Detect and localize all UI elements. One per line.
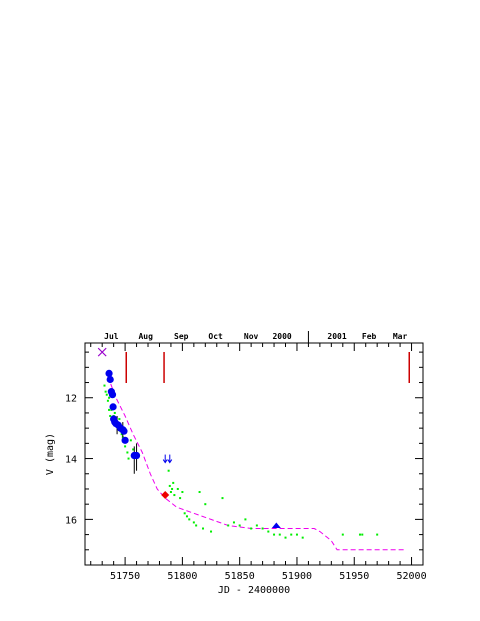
small-data-point <box>273 533 276 536</box>
small-data-point <box>221 497 224 500</box>
small-data-point <box>198 491 201 494</box>
small-data-point <box>358 533 361 536</box>
small-data-point <box>104 390 107 393</box>
x-axis-title: JD - 2400000 <box>218 585 290 596</box>
month-labels: Jul Aug Sep Oct Nov 2000 2001 Feb Mar <box>104 331 407 343</box>
small-data-point <box>195 524 198 527</box>
large-data-point <box>121 436 129 444</box>
small-data-point <box>183 512 186 515</box>
month-label: Aug <box>138 332 153 341</box>
small-data-point <box>176 487 179 490</box>
month-label: Mar <box>393 332 408 341</box>
small-data-point <box>227 524 230 527</box>
small-data-point <box>202 527 205 530</box>
upper-limit-arrow-head <box>167 459 173 464</box>
axis-ticks: 51750 51800 51850 51900 51950 52000 12 14 16 <box>65 343 427 582</box>
small-data-point <box>106 399 109 402</box>
small-data-point <box>261 527 264 530</box>
small-data-point <box>250 527 253 530</box>
cross-marker <box>97 347 107 357</box>
y-tick-label: 16 <box>65 515 77 526</box>
small-data-point <box>126 451 129 454</box>
large-data-point <box>106 375 114 384</box>
small-data-point <box>105 393 108 396</box>
small-data-point <box>376 533 379 536</box>
model-curve <box>107 376 406 551</box>
small-data-point <box>361 533 364 536</box>
small-data-point <box>295 533 298 536</box>
x-tick-label: 51850 <box>225 571 255 582</box>
small-data-point <box>109 414 112 417</box>
month-label: Feb <box>362 332 377 341</box>
y-tick-label: 12 <box>65 394 77 405</box>
y-tick-label: 14 <box>65 455 77 466</box>
small-data-point <box>103 384 106 387</box>
month-label: Oct <box>208 332 223 341</box>
large-data-point <box>132 451 141 460</box>
small-data-point <box>108 396 111 399</box>
chart-marks <box>97 347 411 551</box>
small-data-point <box>129 439 132 442</box>
small-data-point <box>113 411 116 414</box>
month-label: Nov <box>244 332 259 341</box>
small-data-point <box>127 457 130 460</box>
small-data-point <box>171 487 174 490</box>
small-data-point <box>192 521 195 524</box>
small-data-point <box>267 530 270 533</box>
x-tick-label: 51750 <box>110 571 140 582</box>
large-data-point <box>109 403 117 411</box>
large-data-point <box>120 427 128 435</box>
small-data-point <box>301 536 304 539</box>
month-label: Jul <box>104 332 119 341</box>
small-data-point <box>244 518 247 521</box>
diamond-marker <box>161 491 170 500</box>
small-data-point <box>173 494 176 497</box>
month-label: Sep <box>174 332 189 341</box>
small-data-point <box>238 524 241 527</box>
small-data-point <box>172 481 175 484</box>
large-data-point <box>105 369 113 378</box>
small-data-point <box>168 484 171 487</box>
x-tick-label: 52000 <box>396 571 426 582</box>
small-data-point <box>118 418 121 421</box>
month-label: 2000 <box>272 332 291 341</box>
plot-frame <box>84 342 424 566</box>
month-label: 2001 <box>327 332 346 341</box>
small-data-point <box>210 530 213 533</box>
small-data-point <box>232 521 235 524</box>
x-tick-label: 51900 <box>282 571 312 582</box>
small-data-point <box>132 448 135 451</box>
large-data-point <box>108 391 117 399</box>
small-data-point <box>188 518 191 521</box>
small-data-point <box>278 533 281 536</box>
x-tick-label: 51950 <box>339 571 369 582</box>
small-data-point <box>167 469 170 472</box>
small-data-point <box>204 503 207 506</box>
small-data-point <box>181 491 184 494</box>
small-data-point <box>108 408 111 411</box>
y-axis-title: V (mag) <box>45 433 56 475</box>
small-data-point <box>341 533 344 536</box>
small-data-point <box>179 497 182 500</box>
small-data-point <box>124 445 127 448</box>
triangle-marker <box>271 522 281 528</box>
upper-limit-arrow-head <box>162 459 168 464</box>
small-data-point <box>255 524 258 527</box>
small-data-point <box>284 536 287 539</box>
small-data-point <box>290 533 293 536</box>
small-data-point <box>185 515 188 518</box>
small-data-point <box>169 491 172 494</box>
small-data-point <box>120 433 123 436</box>
x-tick-label: 51800 <box>167 571 197 582</box>
